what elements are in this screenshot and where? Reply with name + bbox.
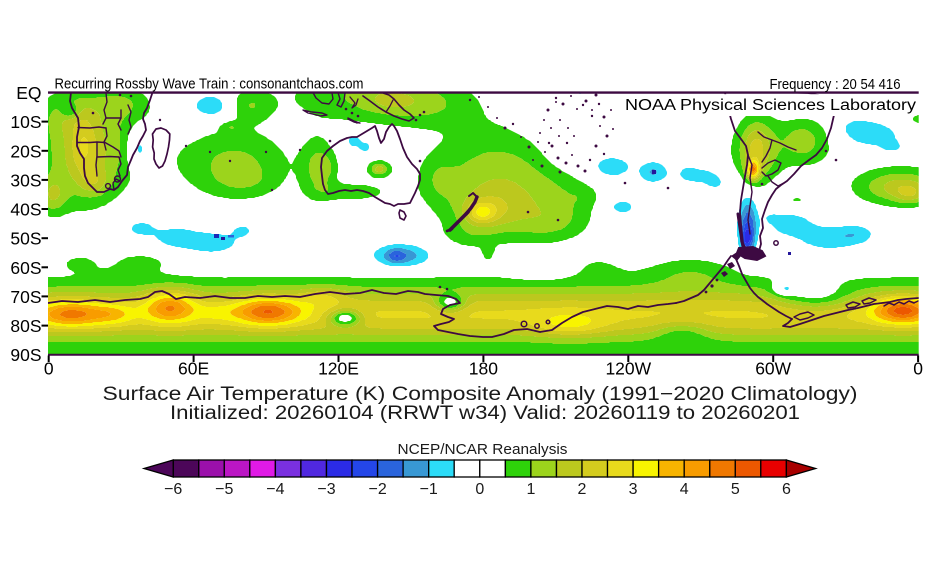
svg-text:70S: 70S — [10, 287, 41, 307]
svg-text:60S: 60S — [10, 258, 41, 278]
svg-text:−5: −5 — [215, 481, 233, 498]
svg-text:−1: −1 — [420, 481, 438, 498]
svg-text:−3: −3 — [317, 481, 335, 498]
svg-text:40S: 40S — [10, 200, 41, 220]
svg-text:60E: 60E — [178, 359, 209, 379]
svg-text:−6: −6 — [164, 481, 182, 498]
svg-text:30S: 30S — [10, 170, 41, 190]
svg-text:180: 180 — [469, 359, 498, 379]
svg-text:Surface Air Temperature (K) Co: Surface Air Temperature (K) Composite An… — [103, 384, 858, 405]
svg-text:10S: 10S — [10, 112, 41, 132]
svg-text:NCEP/NCAR Reanalysis: NCEP/NCAR Reanalysis — [398, 442, 568, 458]
svg-text:1: 1 — [526, 481, 535, 498]
svg-text:5: 5 — [731, 481, 740, 498]
svg-text:80S: 80S — [10, 316, 41, 336]
svg-text:120E: 120E — [318, 359, 359, 379]
svg-text:Initialized: 20260104 (RRWT w3: Initialized: 20260104 (RRWT w34) Valid: … — [170, 403, 800, 424]
svg-text:Recurring Rossby Wave Train :: Recurring Rossby Wave Train : consonantc… — [55, 76, 364, 93]
svg-text:0: 0 — [44, 359, 54, 379]
svg-text:0: 0 — [475, 481, 484, 498]
svg-text:3: 3 — [629, 481, 638, 498]
svg-text:2: 2 — [578, 481, 587, 498]
svg-text:−4: −4 — [266, 481, 284, 498]
svg-text:NOAA Physical Sciences Laborat: NOAA Physical Sciences Laboratory — [625, 97, 916, 114]
svg-text:20S: 20S — [10, 141, 41, 161]
svg-text:50S: 50S — [10, 229, 41, 249]
svg-text:90S: 90S — [10, 345, 41, 365]
svg-text:6: 6 — [782, 481, 791, 498]
svg-text:Frequency : 20 54 416: Frequency : 20 54 416 — [770, 77, 901, 93]
svg-text:4: 4 — [680, 481, 689, 498]
svg-text:120W: 120W — [605, 359, 651, 379]
svg-text:0: 0 — [913, 359, 923, 379]
svg-text:60W: 60W — [755, 359, 791, 379]
svg-text:EQ: EQ — [16, 83, 41, 103]
svg-text:−2: −2 — [368, 481, 386, 498]
